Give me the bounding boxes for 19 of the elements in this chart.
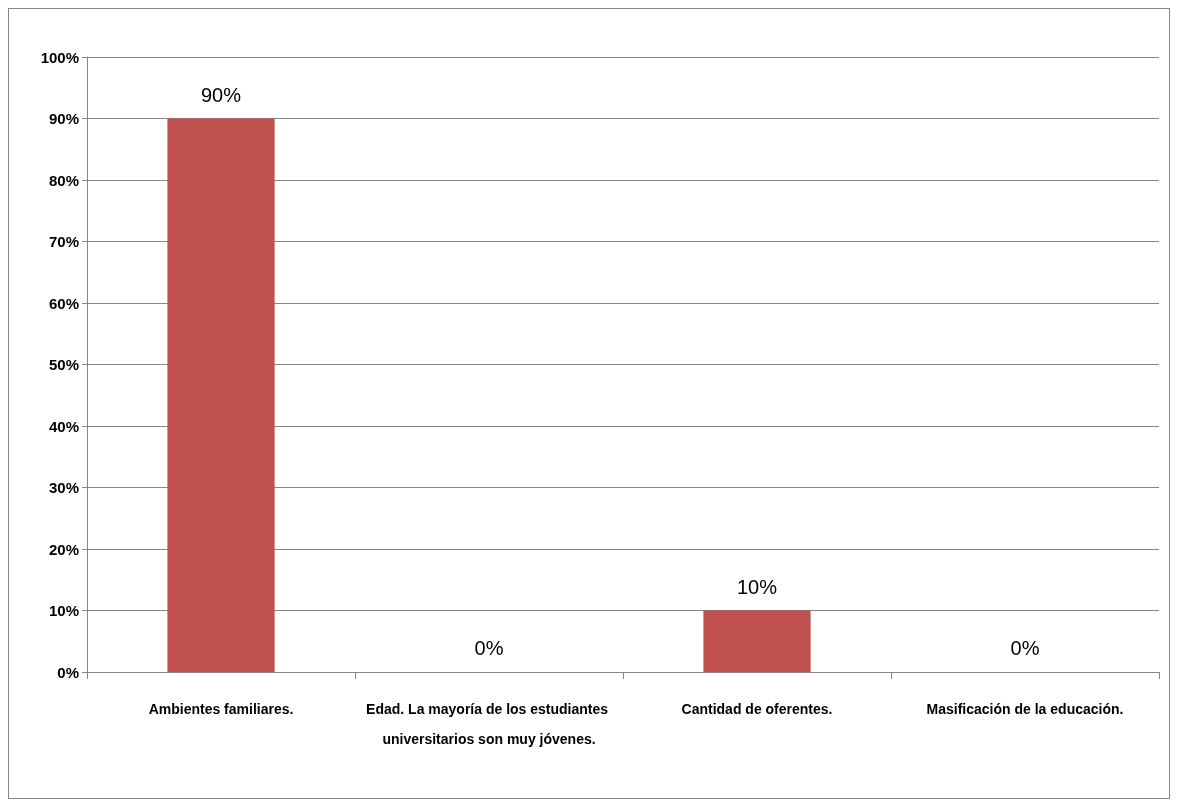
y-tick-label: 0% [57,663,79,681]
x-tick-label: Masificación de la educación. [926,701,1124,717]
data-label: 0% [1010,637,1040,659]
data-label: 0% [474,637,504,659]
x-tick-label: Cantidad de oferentes. [681,701,833,717]
y-tick-label: 10% [48,602,79,619]
x-tick-label: Edad. La mayoría de los estudiantes universitarios son muy jóvenes. [366,701,612,747]
y-tick-label: 60% [48,294,79,312]
data-label: 90% [200,83,242,106]
x-tick-label: Ambientes familiares. [148,701,294,717]
y-tick-label: 70% [48,233,79,250]
y-tick-label: 40% [48,417,79,435]
y-tick-label: 20% [48,540,79,558]
y-tick-label: 50% [48,356,79,373]
y-tick-label: 80% [48,171,79,189]
data-label: 10% [736,575,778,598]
y-tick-label: 90% [48,110,79,127]
y-tick-label: 100% [40,48,79,66]
y-tick-label: 30% [48,479,79,496]
